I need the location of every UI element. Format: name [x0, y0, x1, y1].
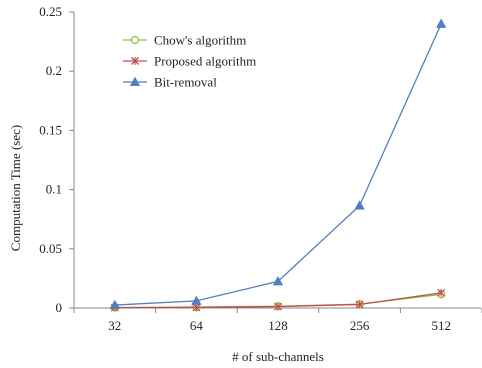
- legend-item: Bit-removal: [123, 75, 217, 90]
- y-tick-label: 0.1: [46, 182, 62, 197]
- x-tick-label: 128: [268, 318, 288, 333]
- y-tick-label: 0: [56, 300, 63, 315]
- x-ticks: 32 64 128 256 512: [73, 308, 482, 333]
- data-point-triangle: [129, 76, 141, 86]
- data-point-x: [131, 57, 139, 65]
- data-point-x: [355, 300, 364, 309]
- x-axis-title: # of sub-channels: [232, 349, 324, 364]
- y-tick-label: 0.2: [46, 63, 62, 78]
- x-tick-label: 256: [350, 318, 370, 333]
- y-ticks: 0 0.05 0.1 0.15 0.2 0.25: [39, 4, 74, 315]
- data-point-x: [437, 288, 446, 297]
- data-point-circle: [130, 35, 140, 45]
- data-point-triangle: [436, 18, 447, 28]
- legend-label: Proposed algorithm: [154, 54, 256, 69]
- y-axis-title: Computation Time (sec): [8, 125, 23, 251]
- legend-label: Bit-removal: [154, 75, 217, 90]
- data-point-triangle: [109, 299, 120, 310]
- data-point-triangle: [272, 276, 284, 286]
- series-triangle: [109, 18, 447, 310]
- data-point-triangle: [354, 200, 365, 210]
- x-tick-label: 512: [431, 318, 451, 333]
- axes: [73, 12, 481, 309]
- y-tick-label: 0.15: [39, 122, 62, 137]
- data-point-triangle: [191, 295, 202, 305]
- y-tick-label: 0.05: [39, 241, 62, 256]
- legend: Chow's algorithm Proposed algorithm Bit-re…: [123, 33, 256, 90]
- legend-item: Chow's algorithm: [123, 33, 246, 48]
- x-tick-label: 32: [108, 318, 121, 333]
- legend-item: Proposed algorithm: [123, 54, 256, 69]
- data-point-x: [274, 302, 282, 311]
- x-tick-label: 64: [190, 318, 204, 333]
- series-layer: [109, 18, 447, 312]
- y-tick-label: 0.25: [39, 4, 62, 19]
- legend-label: Chow's algorithm: [154, 33, 246, 48]
